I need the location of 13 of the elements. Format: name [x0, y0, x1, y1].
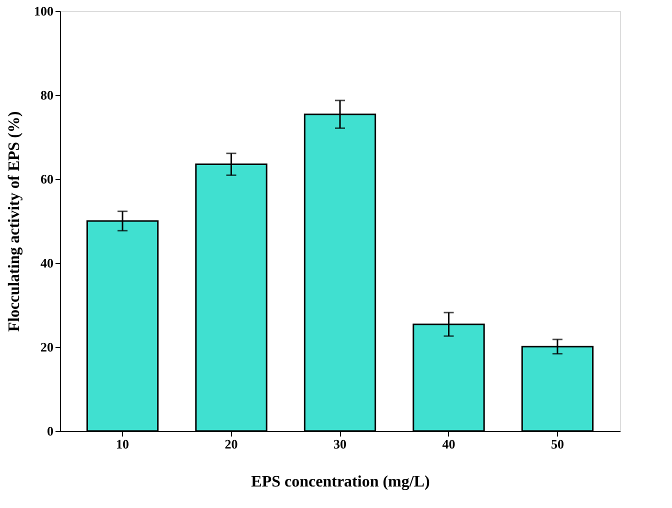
x-tick-label: 50: [550, 436, 564, 452]
x-tick-label: 20: [224, 436, 238, 452]
y-tick-label: 60: [40, 172, 54, 186]
x-tick-label: 10: [116, 436, 130, 452]
y-axis-title: Flocculating activity of EPS (%): [6, 111, 23, 332]
y-tick-label: 80: [40, 88, 54, 102]
x-tick-label: 30: [334, 436, 346, 452]
y-tick-label: 0: [47, 424, 54, 438]
x-tick-label: 40: [442, 436, 456, 452]
y-tick-label: 100: [34, 4, 54, 18]
y-tick-label: 20: [40, 340, 54, 354]
x-axis-title: EPS concentration (mg/L): [251, 474, 430, 490]
y-tick-label: 40: [40, 256, 54, 270]
